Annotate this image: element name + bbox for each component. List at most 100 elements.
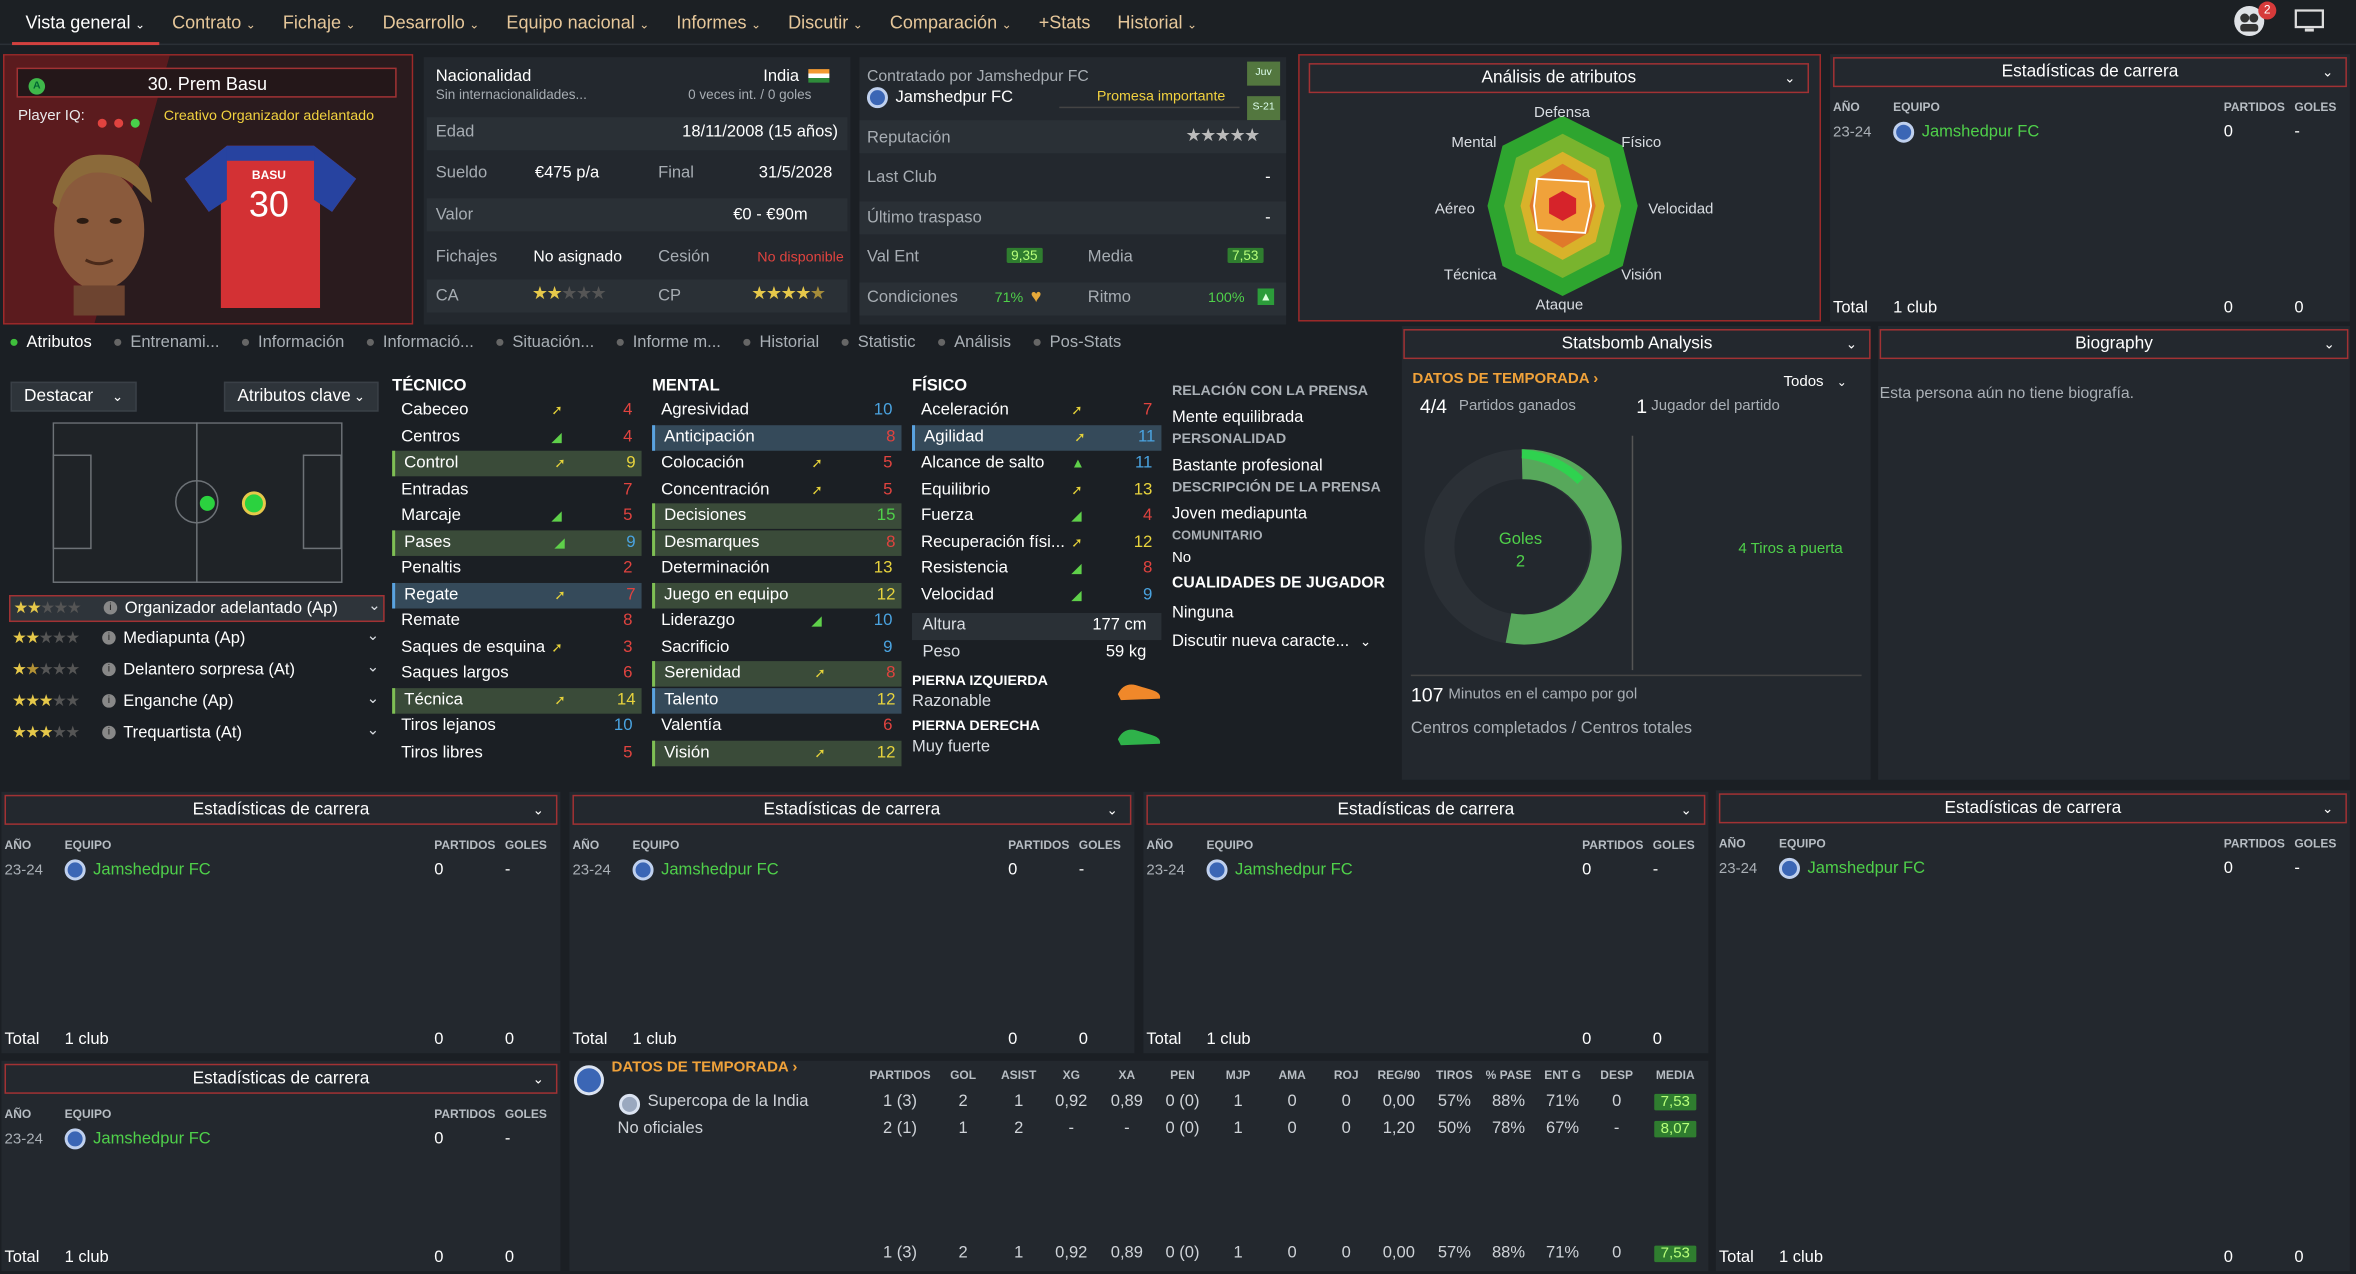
- chevron-down-icon[interactable]: ⌄: [366, 628, 380, 645]
- attribute-row[interactable]: Saques largos 6: [392, 661, 641, 687]
- info-icon[interactable]: i: [103, 601, 118, 615]
- season-col-header[interactable]: ASIST: [1000, 1068, 1037, 1082]
- attribute-row[interactable]: Regate ➚ 7: [392, 582, 642, 609]
- attribute-row[interactable]: Determinación 13: [652, 556, 901, 582]
- attribute-row[interactable]: Juego en equipo 12: [652, 582, 902, 609]
- career-team-link[interactable]: Jamshedpur FC: [93, 1129, 211, 1148]
- discuss-trait-button[interactable]: Discutir nueva caracte... ⌄: [1171, 632, 1372, 651]
- season-col-header[interactable]: XG: [1062, 1068, 1080, 1082]
- attribute-row[interactable]: Visión ➚ 12: [652, 739, 902, 767]
- attribute-row[interactable]: Entradas 7: [392, 477, 641, 503]
- attribute-row[interactable]: Desmarques 8: [652, 529, 902, 556]
- season-col-header[interactable]: AMA: [1278, 1068, 1306, 1082]
- nav-item-0[interactable]: Vista general ⌄: [12, 0, 159, 46]
- attribute-row[interactable]: Saques de esquina ➚ 3: [392, 635, 641, 661]
- season-col-header[interactable]: ROJ: [1333, 1068, 1359, 1082]
- season-col-header[interactable]: % PASE: [1485, 1068, 1532, 1082]
- tab-3[interactable]: ● Informació...: [365, 334, 473, 358]
- attribute-row[interactable]: Tiros libres 5: [392, 740, 641, 766]
- nav-item-1[interactable]: Contrato ⌄: [159, 0, 270, 45]
- nav-item-4[interactable]: Equipo nacional ⌄: [493, 0, 663, 45]
- role-row[interactable]: ★★★★★ i Enganche (Ap) ⌄: [9, 690, 385, 717]
- career-stats-dropdown[interactable]: Estadísticas de carrera ⌄: [1146, 794, 1706, 825]
- attribute-analysis-dropdown[interactable]: Análisis de atributos ⌄: [1308, 63, 1810, 94]
- attribute-row[interactable]: Remate 8: [392, 609, 641, 635]
- attribute-row[interactable]: Cabeceo ➚ 4: [392, 398, 641, 424]
- attribute-row[interactable]: Sacrificio 9: [652, 635, 901, 661]
- season-col-header[interactable]: GOL: [950, 1068, 977, 1082]
- chevron-down-icon[interactable]: ⌄: [368, 597, 381, 615]
- chevron-down-icon[interactable]: ⌄: [366, 691, 380, 708]
- biography-dropdown[interactable]: Biography ⌄: [1879, 329, 2349, 360]
- season-col-header[interactable]: MEDIA: [1655, 1068, 1695, 1082]
- key-attributes-dropdown[interactable]: Atributos clave ⌄: [223, 381, 379, 412]
- chevron-down-icon[interactable]: ⌄: [366, 659, 380, 677]
- nav-item-9[interactable]: Historial ⌄: [1104, 0, 1211, 45]
- season-col-header[interactable]: PARTIDOS: [869, 1068, 931, 1082]
- attribute-row[interactable]: Resistencia ◢ 8: [912, 556, 1161, 582]
- role-row[interactable]: ★★★★★ i Mediapunta (Ap) ⌄: [9, 627, 385, 654]
- club-name[interactable]: Jamshedpur FC: [895, 88, 1014, 107]
- attribute-row[interactable]: Concentración ➚ 5: [652, 477, 901, 503]
- tab-7[interactable]: ● Statistic: [840, 334, 915, 358]
- info-icon[interactable]: i: [102, 725, 116, 740]
- season-col-header[interactable]: TIROS: [1436, 1068, 1473, 1082]
- nav-item-5[interactable]: Informes ⌄: [663, 0, 775, 45]
- career-team-link[interactable]: Jamshedpur FC: [1921, 123, 2040, 142]
- attribute-row[interactable]: Valentía 6: [652, 714, 901, 740]
- attribute-row[interactable]: Anticipación 8: [652, 424, 902, 451]
- attribute-row[interactable]: Velocidad ◢ 9: [912, 582, 1161, 608]
- info-icon[interactable]: i: [102, 662, 116, 677]
- attribute-row[interactable]: Técnica ➚ 14: [392, 687, 642, 714]
- attribute-row[interactable]: Talento 12: [652, 687, 902, 714]
- career-team-link[interactable]: Jamshedpur FC: [93, 860, 211, 879]
- nav-item-2[interactable]: Fichaje ⌄: [269, 0, 369, 45]
- role-row[interactable]: ★★★★★ i Trequartista (At) ⌄: [9, 721, 385, 748]
- attribute-row[interactable]: Fuerza ◢ 4: [912, 503, 1161, 529]
- season-col-header[interactable]: PEN: [1170, 1068, 1195, 1082]
- attribute-row[interactable]: Marcaje ◢ 5: [392, 503, 641, 529]
- highlight-dropdown[interactable]: Destacar ⌄: [10, 381, 137, 412]
- season-data-title[interactable]: DATOS DE TEMPORADA ›: [611, 1059, 798, 1076]
- career-team-link[interactable]: Jamshedpur FC: [1807, 859, 1926, 878]
- attribute-row[interactable]: Penaltis 2: [392, 556, 641, 582]
- chevron-down-icon[interactable]: ⌄: [366, 722, 380, 740]
- tab-5[interactable]: ● Informe m...: [615, 334, 721, 358]
- tab-9[interactable]: ● Pos-Stats: [1032, 334, 1121, 358]
- season-col-header[interactable]: XA: [1118, 1068, 1136, 1082]
- attribute-row[interactable]: Aceleración ➚ 7: [912, 398, 1161, 424]
- attribute-row[interactable]: Colocación ➚ 5: [652, 451, 901, 477]
- season-col-header[interactable]: MJP: [1225, 1068, 1251, 1082]
- career-team-link[interactable]: Jamshedpur FC: [1235, 860, 1353, 879]
- attribute-row[interactable]: Centros ◢ 4: [392, 424, 641, 450]
- career-stats-dropdown[interactable]: Estadísticas de carrera ⌄: [572, 794, 1132, 825]
- attribute-row[interactable]: Pases ◢ 9: [392, 529, 642, 556]
- season-data-link[interactable]: DATOS DE TEMPORADA ›: [1412, 371, 1599, 388]
- season-col-header[interactable]: ENT G: [1544, 1068, 1581, 1082]
- career-stats-dropdown[interactable]: Estadísticas de carrera ⌄: [1718, 793, 2347, 824]
- attribute-row[interactable]: Alcance de salto ▲ 11: [912, 451, 1161, 477]
- tab-6[interactable]: ● Historial: [742, 334, 819, 358]
- career-stats-dropdown[interactable]: Estadísticas de carrera ⌄: [4, 1063, 558, 1094]
- tab-8[interactable]: ● Análisis: [937, 334, 1011, 358]
- attribute-row[interactable]: Agresividad 10: [652, 398, 901, 424]
- attribute-row[interactable]: Agilidad ➚ 11: [912, 424, 1162, 451]
- competition-name[interactable]: Supercopa de la India: [647, 1092, 809, 1111]
- nav-item-6[interactable]: Discutir ⌄: [775, 0, 877, 45]
- career-team-link[interactable]: Jamshedpur FC: [661, 860, 779, 879]
- attribute-row[interactable]: Control ➚ 9: [392, 450, 642, 477]
- statsbomb-dropdown[interactable]: Statsbomb Analysis ⌄: [1403, 329, 1871, 360]
- monitor-icon[interactable]: [2294, 9, 2324, 33]
- attribute-row[interactable]: Tiros lejanos 10: [392, 714, 641, 740]
- season-col-header[interactable]: DESP: [1600, 1068, 1634, 1082]
- career-stats-dropdown[interactable]: Estadísticas de carrera ⌄: [1833, 57, 2347, 88]
- attribute-row[interactable]: Serenidad ➚ 8: [652, 661, 902, 688]
- role-row[interactable]: ★★★★★ i Delantero sorpresa (At) ⌄: [9, 658, 385, 685]
- tab-0[interactable]: ● Atributos: [9, 334, 92, 358]
- nav-item-3[interactable]: Desarrollo ⌄: [369, 0, 493, 45]
- role-row[interactable]: ★★★★★ i Organizador adelantado (Ap) ⌄: [9, 594, 385, 623]
- nav-item-8[interactable]: +Stats: [1025, 0, 1104, 45]
- attribute-row[interactable]: Liderazgo ◢ 10: [652, 609, 901, 635]
- info-icon[interactable]: i: [102, 694, 116, 708]
- tab-4[interactable]: ● Situación...: [495, 334, 594, 358]
